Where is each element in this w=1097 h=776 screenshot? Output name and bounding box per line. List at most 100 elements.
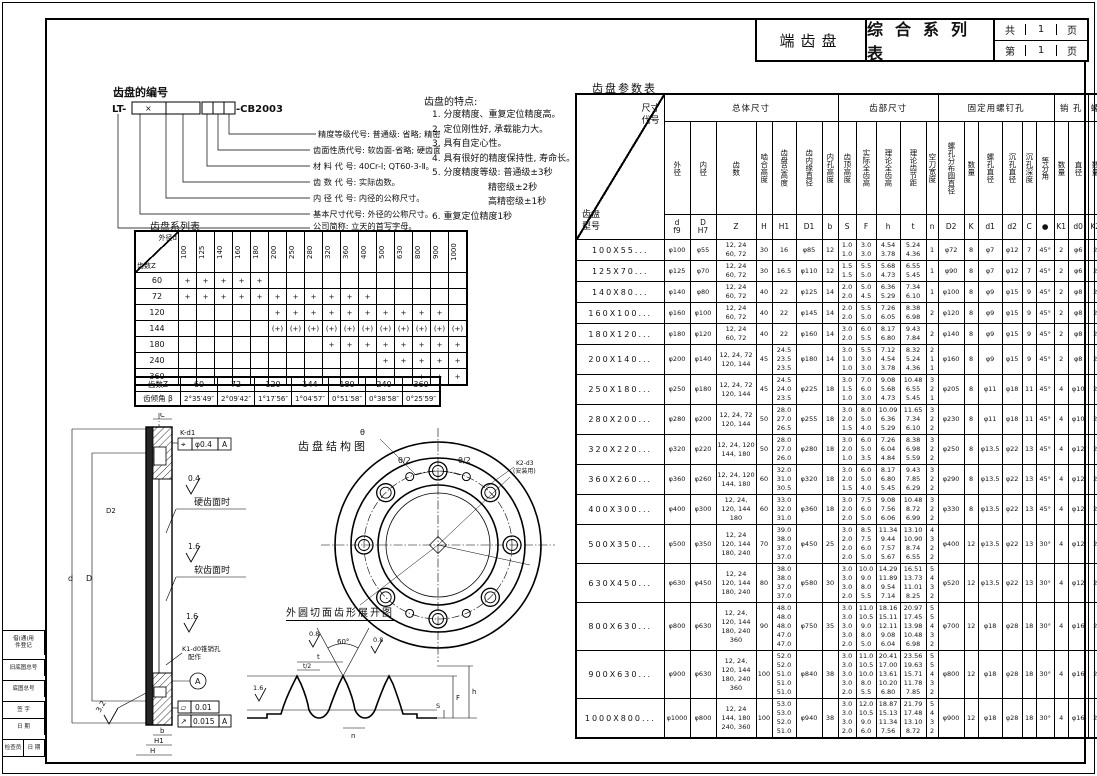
params-value-cell: φ800	[689, 698, 717, 739]
roughness-icon-hard	[185, 477, 201, 495]
params-value-cell: 5.68 4.73	[875, 260, 901, 282]
series-mark-cell	[214, 336, 233, 353]
series-mark-cell	[340, 272, 359, 289]
params-value-cell: φ180	[689, 374, 717, 405]
install-hole-label: K2-d3	[516, 460, 534, 467]
flatness-value: 0.01	[195, 703, 212, 712]
feature-item: 4. 具有很好的精度保持性, 寿命长。	[432, 153, 576, 164]
params-value-cell: φ22	[1001, 494, 1023, 525]
params-value-cell: φ13.5	[977, 524, 1003, 564]
params-value-cell: 12	[963, 563, 979, 603]
roughness-profile-left-value: 1.6	[253, 684, 263, 692]
params-value-cell: φ15	[1001, 281, 1023, 303]
legend-precision: 精度等级代号: 普通级: 省略; 精密级-M; 高精密级-G。	[318, 129, 440, 139]
params-value-cell: 3.0 2.0 2.0	[837, 494, 857, 525]
params-value-cell: φ700	[937, 602, 965, 651]
legend-toothface: 齿面性质代号: 软齿面-省略; 硬齿面-Y。	[313, 145, 440, 155]
series-mark-cell: +	[412, 352, 431, 369]
series-mark-cell: +	[448, 352, 468, 369]
params-value-cell: 4	[1053, 563, 1069, 603]
code-suffix: -CB2003	[236, 104, 283, 115]
params-value-cell: 11	[1021, 404, 1037, 435]
params-value-cell: 9	[1021, 281, 1037, 303]
params-value-cell: φ6	[1067, 260, 1089, 282]
series-mark-cell	[250, 352, 269, 369]
series-mark-cell	[232, 320, 251, 337]
params-col-name-text: 沉孔直径	[1007, 153, 1017, 183]
params-row: 125X70... φ125 φ70 12, 24 60, 72 30 16.5 φ110 1…	[575, 260, 1097, 282]
params-value-cell: φ16	[1067, 602, 1089, 651]
params-value-cell: 8.17 6.80	[875, 323, 901, 345]
profile-view-caption: 外圆切面齿形展开图	[286, 604, 394, 621]
params-value-cell: φ290	[937, 464, 965, 495]
series-mark-cell	[448, 288, 468, 305]
series-mark-cell: +	[196, 272, 215, 289]
series-col-header: 180	[250, 230, 269, 273]
series-row-label: 240	[134, 352, 179, 369]
dim-H1-label: H1	[154, 737, 164, 745]
screw-hole	[379, 591, 392, 604]
params-col-name-text: 齿内缘直径	[804, 149, 814, 187]
taper-pin-note: K1-d0锥销孔	[182, 644, 221, 653]
series-mark-cell: (+)	[448, 320, 468, 337]
params-value-cell: 40	[755, 323, 773, 345]
params-value-cell: φ220	[689, 434, 717, 465]
params-value-cell: φ120	[689, 323, 717, 345]
series-col-header: 100	[178, 230, 197, 273]
series-col-header: 900	[430, 230, 449, 273]
series-col-header: 360	[340, 230, 359, 273]
params-value-cell: 12, 24, 120, 144 180, 240 360	[715, 602, 757, 651]
params-value-cell: φ750	[795, 602, 823, 651]
series-row: 120 + + + + + + + + + +	[134, 304, 468, 321]
series-mark-cell: (+)	[322, 320, 341, 337]
field-inspect-date: 日 期	[27, 744, 41, 751]
screw-hole	[484, 486, 497, 499]
dim-D2-label: D2	[106, 507, 116, 515]
params-col-symbol: d2	[1001, 214, 1023, 240]
code-x: ×	[145, 104, 152, 113]
series-mark-cell	[358, 272, 377, 289]
params-value-cell: φ16	[1067, 698, 1089, 739]
legend-basicsize: 基本尺寸代号: 外径的公称尺寸。	[313, 209, 433, 219]
params-value-cell: φ180	[795, 344, 823, 375]
params-col-name: 齿数	[715, 121, 757, 215]
screw-hole	[506, 539, 518, 551]
roughness-flank-right-value: 0.8	[373, 636, 383, 644]
page-info: 共 1 页 第 1 页	[995, 20, 1087, 60]
params-value-cell: 30°	[1035, 650, 1055, 699]
params-col-symbol: d1	[977, 214, 1003, 240]
params-value-cell: 3.0 3.0 3.0 3.0 2.0	[837, 650, 857, 699]
params-col-name-text: 实际全齿高	[861, 149, 871, 187]
params-value-cell: 2	[1087, 404, 1097, 435]
params-value-cell: φ360	[663, 464, 691, 495]
params-value-cell: φ15	[1001, 344, 1023, 375]
params-value-cell: 28.0 27.0 26.0	[771, 434, 797, 465]
params-value-cell: 8.5 7.5 6.0 5.0	[855, 524, 877, 564]
params-value-cell: φ18	[977, 602, 1003, 651]
series-mark-cell	[214, 320, 233, 337]
params-value-cell: 12, 24, 120 144, 180	[715, 464, 757, 495]
series-mark-cell: +	[376, 336, 395, 353]
series-mark-cell: (+)	[394, 320, 413, 337]
params-value-cell: 100	[755, 650, 773, 699]
params-value-cell: 12, 24, 120 144, 180	[715, 434, 757, 465]
series-mark-cell: +	[322, 336, 341, 353]
params-row: 900X630... φ900 φ630 12, 24, 120, 144 180, …	[575, 650, 1097, 699]
params-row: 100X55... φ100 φ55 12, 24 60, 72 30 16 φ85 12 1.…	[575, 239, 1097, 261]
series-mark-cell: +	[430, 352, 449, 369]
params-col-symbol: b	[821, 214, 839, 240]
params-col-symbol: t	[899, 214, 927, 240]
params-value-cell: 25	[821, 524, 839, 564]
structure-diagram-title: 齿盘结构图	[298, 440, 368, 453]
dim-n-label: n	[351, 732, 355, 740]
params-value-cell: φ11	[977, 404, 1003, 435]
field-inspector: 检查员	[3, 740, 24, 756]
params-value-cell: φ22	[1001, 464, 1023, 495]
params-value-cell: 6.36 5.29	[875, 281, 901, 303]
series-corner-cell: 外径d 齿数Z	[134, 230, 179, 273]
series-mark-cell: +	[430, 304, 449, 321]
params-value-cell: 18	[821, 464, 839, 495]
params-model-label: 360X260...	[575, 464, 665, 495]
params-col-symbol: h	[875, 214, 901, 240]
